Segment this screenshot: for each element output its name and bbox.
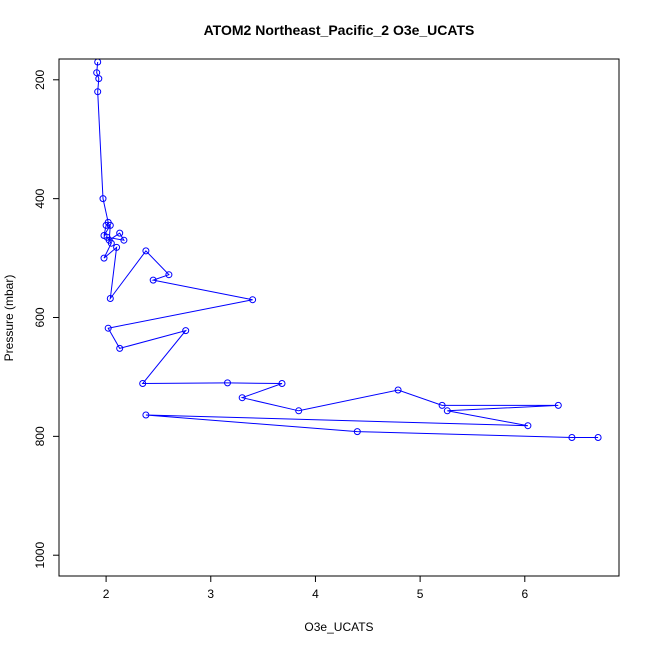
x-axis-title: O3e_UCATS <box>304 620 373 634</box>
y-axis: 200 400 600 800 1000 <box>33 69 59 569</box>
data-point <box>568 434 576 441</box>
data-point <box>93 69 101 77</box>
plot-frame <box>58 58 620 577</box>
data-point <box>116 344 124 352</box>
data-point <box>107 239 115 247</box>
x-axis: 2 3 4 5 6 <box>103 576 528 601</box>
data-point <box>524 422 532 430</box>
data-point <box>94 88 102 96</box>
data-point <box>594 434 602 441</box>
data-point <box>165 271 173 279</box>
data-point <box>394 386 402 394</box>
data-point <box>100 254 108 262</box>
data-point <box>103 233 111 241</box>
data-point <box>443 407 451 415</box>
x-tick-label: 5 <box>417 587 424 601</box>
data-point <box>102 221 110 229</box>
data-point <box>106 221 114 229</box>
x-tick-label: 6 <box>521 587 528 601</box>
data-point <box>224 379 231 387</box>
data-point <box>295 407 303 415</box>
series-line <box>96 61 599 438</box>
data-point <box>113 243 121 251</box>
data-point <box>438 401 446 409</box>
data-point <box>116 229 124 237</box>
chart-title: ATOM2 Northeast_Pacific_2 O3e_UCATS <box>204 22 475 38</box>
data-point <box>99 195 107 203</box>
data-point <box>238 394 246 402</box>
data-point <box>95 75 103 83</box>
plot-area <box>93 59 602 441</box>
data-point <box>554 401 562 409</box>
y-tick-label: 800 <box>33 426 47 446</box>
x-tick-label: 3 <box>207 587 214 601</box>
data-point <box>139 380 147 387</box>
data-point <box>182 327 190 335</box>
data-point <box>106 295 114 302</box>
y-axis-title: Pressure (mbar) <box>2 275 16 362</box>
data-point <box>353 428 361 436</box>
y-tick-label: 200 <box>33 69 47 89</box>
y-tick-label: 1000 <box>33 542 47 569</box>
data-point <box>120 236 128 244</box>
data-point <box>149 276 157 284</box>
data-point <box>278 380 286 387</box>
x-tick-label: 2 <box>103 587 110 601</box>
y-tick-label: 400 <box>33 188 47 208</box>
x-tick-label: 4 <box>312 587 319 601</box>
data-point <box>249 296 257 304</box>
data-point <box>142 411 150 419</box>
data-point <box>104 324 112 332</box>
y-tick-label: 600 <box>33 307 47 327</box>
data-point <box>142 247 150 255</box>
data-point <box>94 59 102 66</box>
